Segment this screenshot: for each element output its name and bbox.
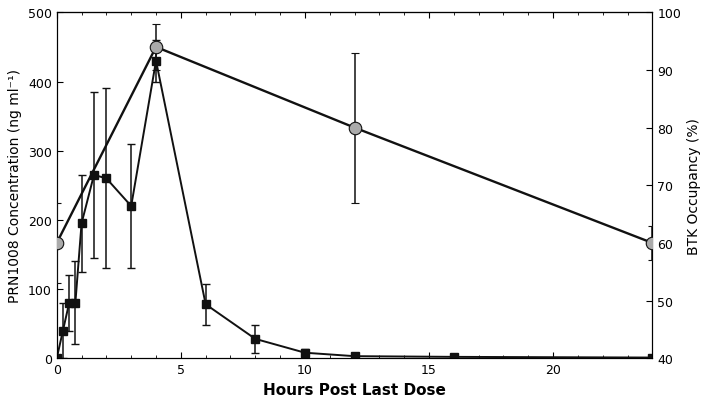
Y-axis label: BTK Occupancy (%): BTK Occupancy (%) xyxy=(687,117,700,254)
Y-axis label: PRN1008 Concentration (ng ml⁻¹): PRN1008 Concentration (ng ml⁻¹) xyxy=(9,69,22,303)
X-axis label: Hours Post Last Dose: Hours Post Last Dose xyxy=(263,382,446,396)
